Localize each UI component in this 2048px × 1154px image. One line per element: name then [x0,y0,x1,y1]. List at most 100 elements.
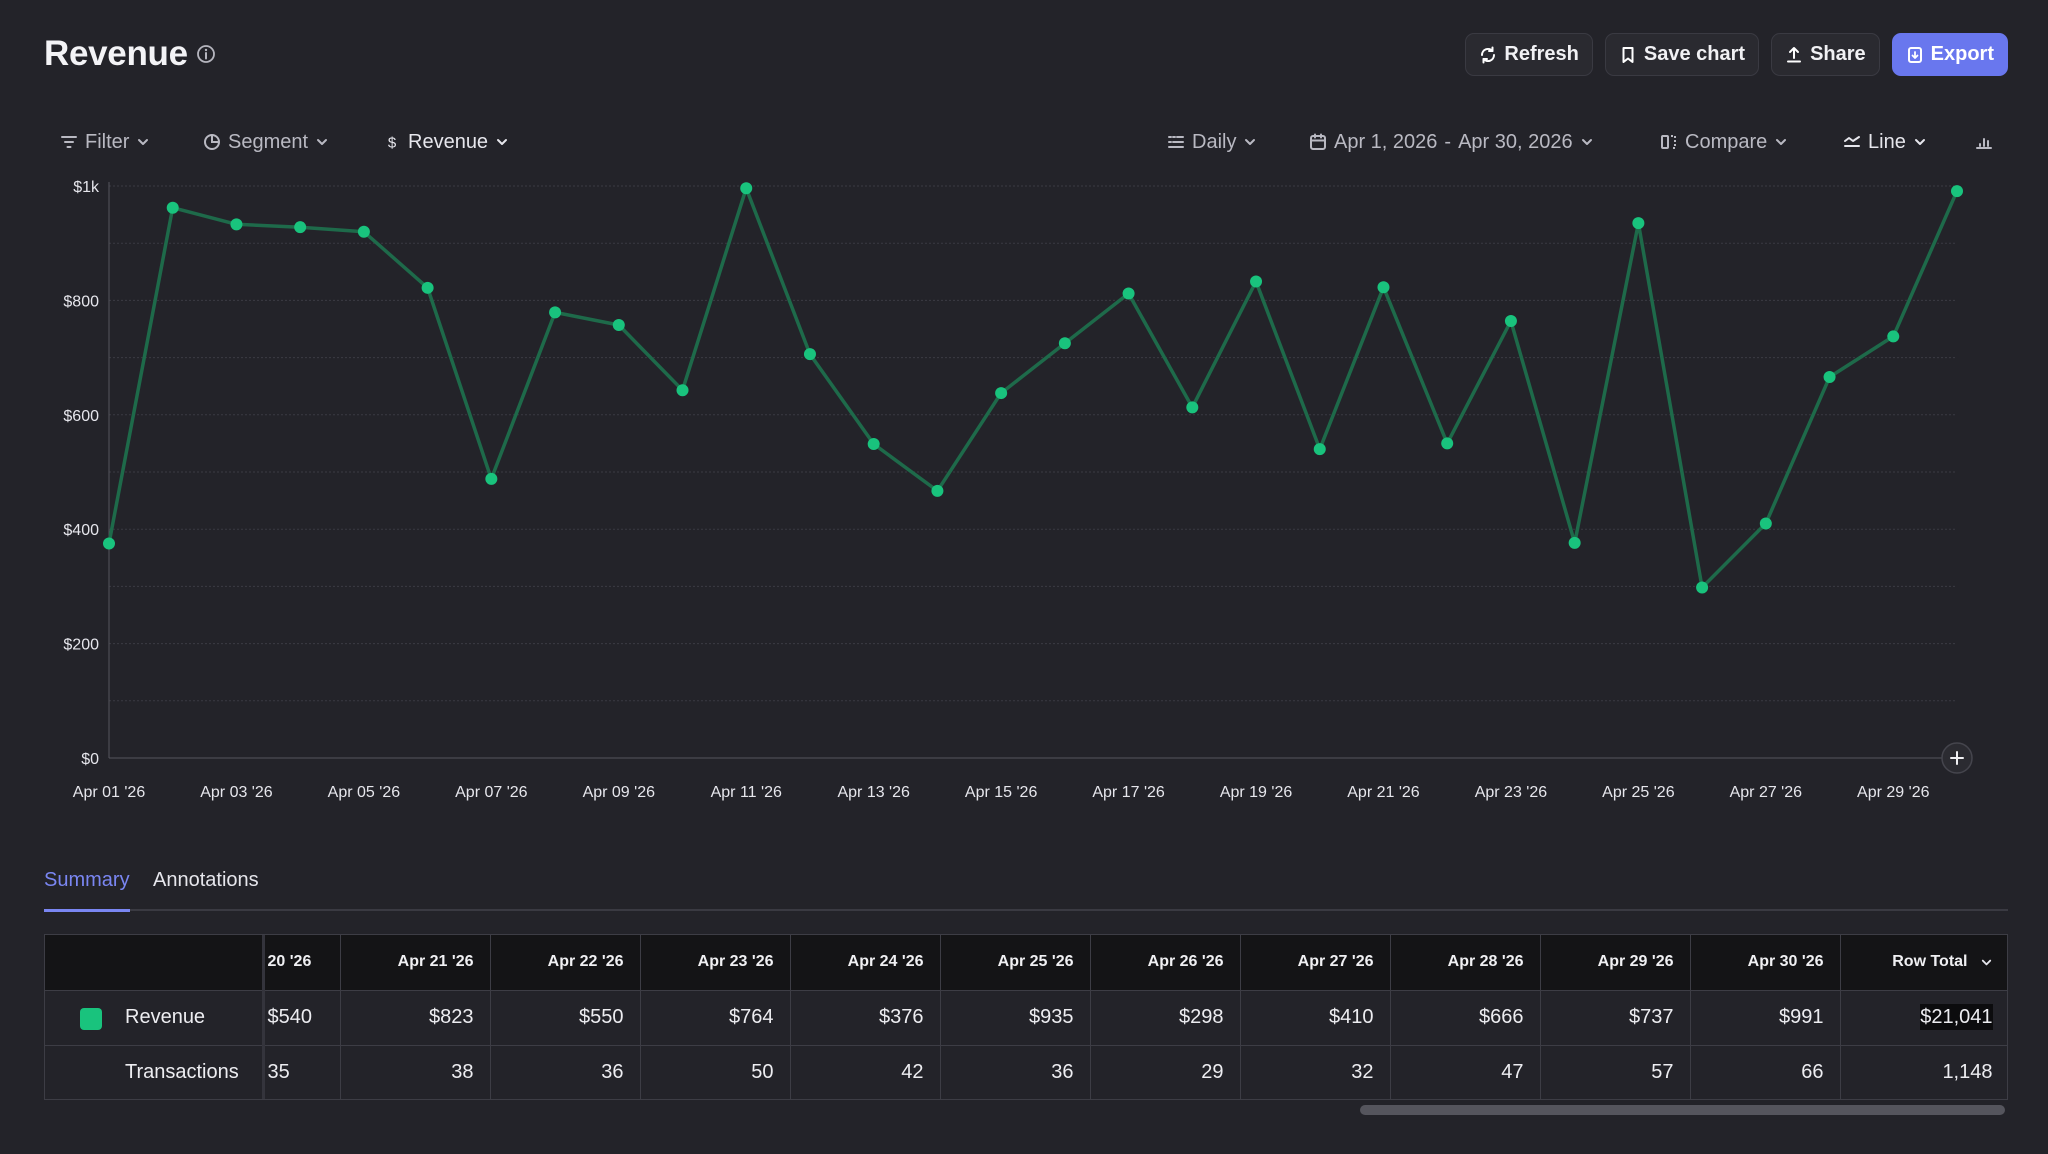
export-button[interactable]: Export [1891,33,2008,76]
row-label-header [45,935,265,990]
chart-settings-button[interactable] [1975,124,1993,160]
table-cell: $298 [1090,990,1241,1045]
data-point [1377,281,1390,294]
summary-tabs: Summary Annotations [44,865,2008,912]
compare-dropdown[interactable]: Compare [1660,124,1788,160]
interval-dropdown[interactable]: Daily [1167,124,1257,160]
row-label-text: Revenue [125,1006,206,1028]
data-point [485,472,498,485]
share-button[interactable]: Share [1771,33,1880,76]
x-tick-label: Apr 13 '26 [837,784,910,801]
row-total-cell: 1,148 [1840,1045,2007,1099]
x-tick-label: Apr 17 '26 [1092,784,1165,801]
x-tick-label: Apr 03 '26 [200,784,273,801]
info-icon[interactable] [196,44,216,64]
add-annotation-button[interactable] [1941,742,1973,774]
column-header[interactable]: Apr 26 '26 [1090,935,1241,990]
table-cell: 36 [490,1045,641,1099]
x-tick-label: Apr 07 '26 [455,784,528,801]
header: Revenue Refresh Save chart Share Export [44,30,2008,80]
column-header[interactable]: Apr 28 '26 [1390,935,1541,990]
data-point [1441,437,1454,450]
export-label: Export [1930,43,1994,65]
filter-icon [61,136,77,148]
column-header[interactable]: Apr 21 '26 [340,935,491,990]
table-cell: 50 [640,1045,791,1099]
calendar-grid-icon [1168,136,1184,148]
column-header[interactable]: Apr 22 '26 [490,935,641,990]
table-cell: 32 [1240,1045,1391,1099]
x-tick-label: Apr 19 '26 [1220,784,1293,801]
data-point [1313,443,1326,456]
table-cell: 57 [1540,1045,1691,1099]
compare-icon [1661,135,1676,149]
refresh-icon [1481,46,1496,63]
column-header[interactable]: Apr 24 '26 [790,935,941,990]
calendar-icon [1310,133,1326,150]
y-tick-label: $200 [63,637,99,654]
tab-annotations[interactable]: Annotations [153,869,259,891]
row-total-value: $21,041 [1920,1004,1993,1030]
table-cell: $666 [1390,990,1541,1045]
data-point [1250,275,1263,288]
data-point [166,201,179,214]
save-chart-button[interactable]: Save chart [1604,33,1760,76]
share-label: Share [1810,43,1866,65]
table-cell: $410 [1240,990,1391,1045]
column-header[interactable]: Apr 30 '26 [1690,935,1841,990]
series-color-swatch[interactable] [80,1007,102,1030]
metric-label: Revenue [408,130,489,153]
svg-text:$: $ [388,135,397,152]
table-cell: $550 [490,990,641,1045]
summary-table[interactable]: 20 '26 Apr 21 '26 Apr 22 '26 Apr 23 '26 … [44,934,2008,1100]
chevron-down-icon [1245,139,1256,145]
date-range-picker[interactable]: Apr 1, 2026 - Apr 30, 2026 [1309,124,1594,160]
dollar-icon: $ [388,135,397,152]
x-tick-label: Apr 23 '26 [1475,784,1548,801]
revenue-line-chart: $0 $200 $400 $600 $800 $1k Apr 01 '26 Apr 03 '… [63,179,1973,801]
column-header[interactable]: Apr 25 '26 [940,935,1091,990]
refresh-button[interactable]: Refresh [1465,33,1593,76]
table-header-row: 20 '26 Apr 21 '26 Apr 22 '26 Apr 23 '26 … [45,935,2007,990]
segment-dropdown[interactable]: Segment [203,124,329,160]
tab-summary[interactable]: Summary [44,865,130,912]
y-axis-ticks: $0 $200 $400 $600 $800 $1k [63,179,100,768]
column-header-clipped[interactable]: 20 '26 [263,935,341,990]
horizontal-scrollbar[interactable] [1360,1105,2005,1115]
chevron-down-icon [1776,139,1787,145]
refresh-label: Refresh [1504,43,1579,65]
x-tick-label: Apr 01 '26 [73,784,146,801]
x-tick-label: Apr 11 '26 [711,784,782,801]
upload-icon [1787,46,1802,62]
data-point [867,437,880,450]
column-header[interactable]: Apr 27 '26 [1240,935,1391,990]
series-line [107,186,1959,590]
table-cell: 42 [790,1045,941,1099]
chevron-down-icon [138,139,149,145]
table-row-revenue: Revenue $540 $823 $550 $764 $376 $935 $2… [45,990,2007,1045]
filter-label: Filter [85,130,130,153]
table-cell: 47 [1390,1045,1541,1099]
data-point [1186,401,1199,414]
chart-type-dropdown[interactable]: Line [1843,124,1927,160]
row-total-header[interactable]: Row Total [1840,935,2007,990]
metric-dropdown[interactable]: $ Revenue [383,124,509,160]
x-tick-label: Apr 27 '26 [1730,784,1803,801]
data-point [1823,371,1836,384]
data-point [676,384,689,397]
column-header[interactable]: Apr 29 '26 [1540,935,1691,990]
x-tick-label: Apr 09 '26 [583,784,656,801]
compare-label: Compare [1685,130,1768,153]
data-point [1759,517,1772,530]
y-tick-label: $800 [63,293,99,310]
filter-dropdown[interactable]: Filter [60,124,150,160]
page-title: Revenue [44,34,188,73]
data-point [549,306,562,319]
data-point [612,318,625,331]
data-point [294,221,307,234]
date-end: Apr 30, 2026 [1458,130,1573,153]
data-point [1122,287,1135,300]
column-header[interactable]: Apr 23 '26 [640,935,791,990]
x-tick-label: Apr 15 '26 [965,784,1038,801]
data-point [1696,581,1709,594]
